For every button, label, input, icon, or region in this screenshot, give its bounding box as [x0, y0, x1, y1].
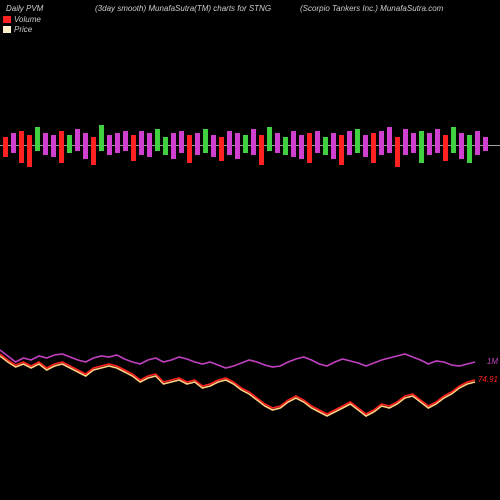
- volume-bar: [387, 127, 392, 153]
- volume-bar: [435, 129, 440, 153]
- volume-bar: [427, 133, 432, 155]
- volume-bar: [451, 127, 456, 153]
- volume-bar: [307, 133, 312, 163]
- volume-bar: [339, 135, 344, 165]
- volume-bar: [3, 137, 8, 157]
- price-chart: [0, 340, 475, 435]
- legend-volume-label: Volume: [14, 15, 41, 24]
- volume-bar: [195, 133, 200, 155]
- volume-bar: [475, 131, 480, 155]
- volume-bar: [75, 129, 80, 151]
- volume-bar: [355, 129, 360, 153]
- volume-bar: [179, 131, 184, 153]
- volume-bar: [443, 135, 448, 161]
- volume-bar: [363, 135, 368, 157]
- volume-line-end-label: 1M: [487, 357, 498, 366]
- price-line: [0, 354, 475, 414]
- price-line-end-label: 74.91: [478, 375, 498, 384]
- volume-bar: [59, 131, 64, 163]
- legend-price-label: Price: [14, 25, 32, 34]
- volume-bar: [19, 131, 24, 163]
- volume-line: [0, 350, 475, 368]
- volume-bar: [107, 135, 112, 155]
- volume-bar: [259, 135, 264, 165]
- price-svg: [0, 340, 475, 435]
- volume-bar: [35, 127, 40, 151]
- volume-bar: [27, 135, 32, 167]
- volume-bar: [467, 135, 472, 163]
- volume-bar: [83, 133, 88, 159]
- volume-bar: [147, 133, 152, 157]
- volume-bar: [187, 135, 192, 163]
- volume-bar: [91, 137, 96, 165]
- volume-bar: [67, 135, 72, 153]
- volume-bar: [347, 131, 352, 155]
- header-left: Daily PVM: [6, 4, 43, 13]
- header-center: (3day smooth) MunafaSutra(TM) charts for…: [95, 4, 271, 13]
- header-right: (Scorpio Tankers Inc.) MunafaSutra.com: [300, 4, 443, 13]
- volume-bar: [163, 137, 168, 155]
- volume-bar: [291, 131, 296, 157]
- legend-price-swatch: [3, 26, 11, 33]
- volume-bar: [403, 129, 408, 155]
- volume-bar: [459, 133, 464, 159]
- legend-volume: Volume: [3, 14, 41, 24]
- volume-bar: [419, 131, 424, 163]
- legend-price: Price: [3, 24, 41, 34]
- volume-bar: [315, 131, 320, 153]
- volume-bar: [251, 129, 256, 155]
- volume-bar: [235, 133, 240, 159]
- volume-bar: [203, 129, 208, 153]
- volume-bar: [299, 135, 304, 159]
- volume-bar: [323, 137, 328, 155]
- volume-bar: [211, 135, 216, 157]
- volume-bar: [171, 133, 176, 159]
- volume-bar: [283, 137, 288, 155]
- volume-bar: [371, 133, 376, 163]
- volume-bar: [131, 135, 136, 161]
- legend-volume-swatch: [3, 16, 11, 23]
- chart-legend: Volume Price: [3, 14, 41, 34]
- volume-bar: [411, 133, 416, 153]
- volume-bar: [139, 131, 144, 155]
- volume-bar: [51, 135, 56, 157]
- volume-bar: [11, 133, 16, 153]
- volume-bar: [379, 131, 384, 155]
- volume-bar: [115, 133, 120, 153]
- volume-bar: [243, 135, 248, 153]
- volume-bar: [395, 137, 400, 167]
- chart-header: Daily PVM (3day smooth) MunafaSutra(TM) …: [0, 0, 500, 30]
- volume-bar: [331, 133, 336, 159]
- volume-bar: [155, 129, 160, 151]
- volume-bar: [219, 137, 224, 161]
- volume-bar: [43, 133, 48, 155]
- volume-bar: [99, 125, 104, 151]
- volume-bar: [483, 137, 488, 151]
- volume-bar: [267, 127, 272, 151]
- volume-bar: [227, 131, 232, 155]
- volume-chart: [0, 105, 500, 185]
- volume-bar: [275, 133, 280, 153]
- volume-bar: [123, 131, 128, 151]
